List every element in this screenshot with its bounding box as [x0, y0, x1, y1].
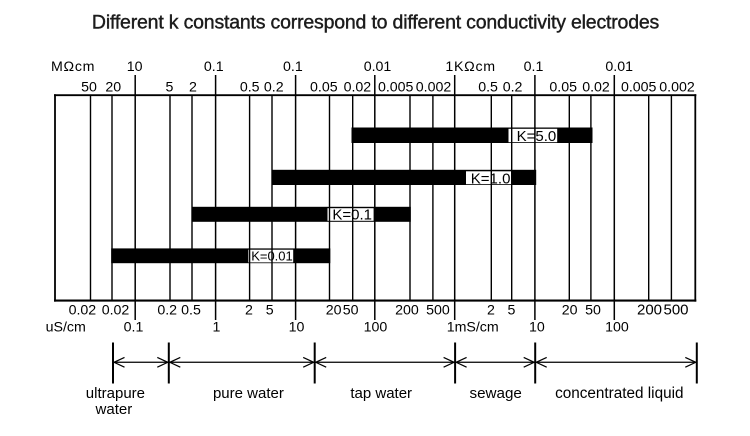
svg-text:0.002: 0.002	[416, 79, 452, 95]
svg-text:50: 50	[585, 302, 601, 318]
svg-text:K=0.01: K=0.01	[251, 249, 293, 264]
svg-text:20: 20	[326, 302, 342, 318]
svg-text:5: 5	[507, 302, 515, 318]
svg-text:500: 500	[663, 301, 688, 318]
svg-text:0.02: 0.02	[344, 79, 372, 95]
svg-text:K=0.1: K=0.1	[332, 207, 372, 224]
svg-text:0.5: 0.5	[478, 79, 498, 95]
svg-text:0.5: 0.5	[240, 79, 260, 95]
svg-text:0.005: 0.005	[378, 79, 414, 95]
svg-text:0.02: 0.02	[582, 79, 610, 95]
svg-text:2: 2	[245, 302, 253, 318]
svg-text:20: 20	[105, 79, 121, 95]
svg-text:2: 2	[487, 302, 495, 318]
svg-text:0.2: 0.2	[157, 302, 177, 318]
svg-text:5: 5	[266, 302, 274, 318]
svg-text:K=1.0: K=1.0	[471, 170, 511, 187]
svg-text:10: 10	[529, 319, 545, 335]
svg-text:0.2: 0.2	[503, 79, 523, 95]
svg-text:5: 5	[165, 79, 173, 95]
svg-text:sewage: sewage	[470, 385, 522, 402]
svg-text:pure water: pure water	[213, 385, 284, 402]
svg-text:0.01: 0.01	[364, 59, 392, 75]
svg-text:0.1: 0.1	[204, 59, 224, 75]
svg-text:K=5.0: K=5.0	[517, 128, 557, 145]
svg-text:20: 20	[562, 302, 578, 318]
svg-text:10: 10	[289, 319, 305, 335]
svg-text:0.005: 0.005	[621, 79, 657, 95]
svg-text:concentrated liquid: concentrated liquid	[555, 385, 683, 402]
svg-text:50: 50	[343, 302, 359, 318]
svg-text:10: 10	[127, 59, 143, 75]
svg-text:0.1: 0.1	[524, 59, 544, 75]
svg-text:0.5: 0.5	[181, 302, 201, 318]
svg-text:1: 1	[212, 319, 220, 335]
svg-text:0.1: 0.1	[124, 319, 144, 335]
svg-text:0.1: 0.1	[283, 59, 303, 75]
svg-text:0.02: 0.02	[102, 302, 130, 318]
svg-text:0.02: 0.02	[69, 302, 97, 318]
svg-text:uS/cm: uS/cm	[46, 319, 86, 335]
svg-text:0.002: 0.002	[659, 79, 695, 95]
svg-text:1KΩcm: 1KΩcm	[445, 59, 495, 75]
svg-text:ultrapure: ultrapure	[86, 385, 145, 402]
svg-text:Different k constants correspo: Different k constants correspond to diff…	[92, 12, 660, 34]
svg-text:500: 500	[426, 302, 450, 318]
svg-text:0.05: 0.05	[549, 79, 577, 95]
svg-text:MΩcm: MΩcm	[51, 59, 95, 75]
svg-text:1mS/cm: 1mS/cm	[447, 319, 499, 335]
svg-text:tap water: tap water	[350, 385, 412, 402]
svg-text:0.2: 0.2	[264, 79, 284, 95]
svg-text:200: 200	[395, 302, 419, 318]
svg-text:2: 2	[189, 79, 197, 95]
svg-text:50: 50	[81, 79, 97, 95]
svg-text:200: 200	[637, 301, 662, 318]
svg-text:0.01: 0.01	[605, 59, 633, 75]
svg-text:100: 100	[605, 319, 629, 335]
svg-text:100: 100	[364, 319, 388, 335]
svg-text:water: water	[95, 401, 133, 418]
svg-text:0.05: 0.05	[310, 79, 338, 95]
